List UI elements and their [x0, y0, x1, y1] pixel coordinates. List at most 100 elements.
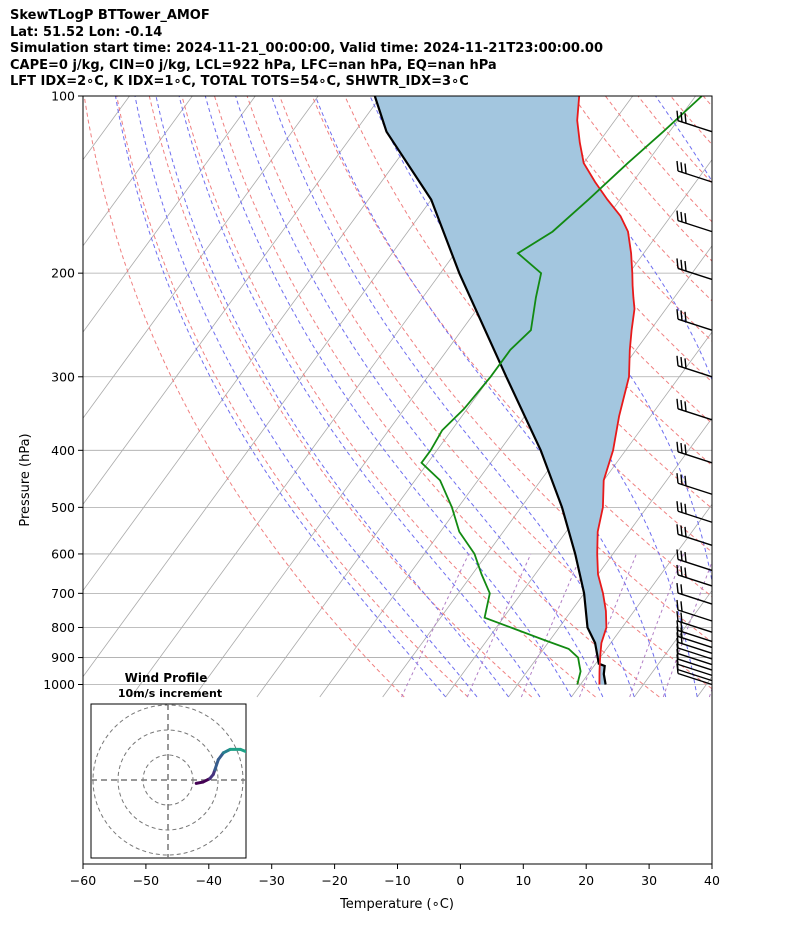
wind-barbs: [676, 110, 713, 686]
parcel-line: [373, 96, 607, 685]
isotherm: [445, 331, 712, 698]
wind-barb: [676, 210, 713, 233]
wind-barb: [676, 110, 713, 133]
wind-barb: [676, 524, 713, 546]
hodograph: Wind Profile 10m/s increment: [90, 671, 261, 859]
hodograph-segment: [249, 753, 254, 756]
wind-barb: [676, 564, 713, 587]
y-tick-label: 1000: [43, 677, 75, 692]
hodograph-subtitle: 10m/s increment: [118, 687, 222, 700]
mixing-ratio-line: [520, 553, 583, 698]
moist-adiabat: [655, 96, 712, 183]
x-tick-label: −10: [384, 873, 410, 888]
mixing-ratio-line: [629, 553, 684, 698]
isotherm: [0, 96, 67, 697]
moist-adiabat: [271, 96, 635, 698]
x-tick-label: −60: [70, 873, 96, 888]
y-tick-label: 300: [51, 369, 75, 384]
dry-adiabat: [83, 96, 405, 698]
wind-barb: [676, 258, 713, 281]
location-line: Lat: 51.52 Lon: -0.14: [10, 24, 163, 40]
y-tick-label: 700: [51, 586, 75, 601]
wind-barb: [676, 309, 713, 331]
y-tick-label: 900: [51, 650, 75, 665]
x-tick-label: 40: [704, 873, 720, 888]
wind-barb: [676, 599, 713, 622]
isotherm: [508, 417, 712, 698]
wind-barb: [676, 501, 713, 523]
mixing-ratio-line: [401, 553, 470, 698]
axes: −60 −50 −40 −30 −20 −10 0 10 20 30 40 1000 900 800 700…: [43, 89, 720, 889]
isotherm: [256, 96, 696, 698]
dry-adiabat: [768, 96, 794, 697]
dry-adiabat: [507, 96, 712, 342]
x-tick-label: 20: [578, 873, 594, 888]
dry-adiabat: [214, 96, 660, 698]
y-tick-label: 200: [51, 266, 75, 281]
isotherm: [83, 96, 256, 333]
x-tick-label: −40: [196, 873, 222, 888]
moist-adiabat: [369, 96, 698, 698]
moist-adiabat: [314, 96, 667, 698]
x-tick-label: 10: [515, 873, 531, 888]
x-tick-label: −30: [259, 873, 285, 888]
isotherm: [0, 96, 4, 697]
temperature-line: [576, 96, 636, 685]
wind-barb: [676, 473, 713, 495]
indices-line: LFT IDX=2∘C, K IDX=1∘C, TOTAL TOTS=54∘C,…: [10, 74, 469, 89]
background-lines: [0, 96, 794, 698]
hodograph-segment: [259, 763, 261, 770]
dry-adiabat: [474, 96, 712, 383]
dry-adiabat: [702, 96, 712, 107]
wind-barb: [676, 611, 713, 633]
x-tick-label: −50: [133, 873, 159, 888]
wind-barb: [676, 441, 713, 464]
moist-adiabat: [235, 96, 604, 698]
dewpoint-line: [420, 96, 703, 685]
chart-title: SkewTLogP BTTower_AMOF: [10, 8, 210, 23]
isotherm: [83, 96, 382, 506]
wind-barb: [676, 549, 713, 572]
y-tick-label: 400: [51, 443, 75, 458]
dry-adiabat: [736, 96, 794, 697]
wind-barb: [676, 620, 713, 643]
y-tick-label: 100: [51, 89, 75, 104]
cape-area: [374, 96, 635, 685]
isotherm: [83, 96, 445, 592]
dry-adiabat: [116, 96, 469, 698]
wind-barb: [676, 160, 713, 183]
stability-line: CAPE=0 j/kg, CIN=0 j/kg, LCL=922 hPa, LF…: [10, 57, 497, 73]
hodograph-segment: [238, 747, 246, 754]
mixing-ratio-line: [751, 554, 794, 697]
moist-adiabat: [178, 96, 541, 698]
y-tick-label: 600: [51, 546, 75, 561]
time-line: Simulation start time: 2024-11-21_00:00:…: [10, 41, 603, 56]
y-axis-label: Pressure (hPa): [18, 433, 33, 526]
profile-lines: [373, 96, 703, 685]
isotherm: [83, 96, 319, 419]
isotherm: [83, 96, 193, 247]
moist-adiabat: [204, 96, 572, 698]
wind-barb: [676, 582, 713, 605]
hodograph-title: Wind Profile: [125, 671, 208, 685]
hodograph-segment: [257, 760, 259, 763]
isotherm: [83, 96, 130, 161]
y-tick-label: 800: [51, 620, 75, 635]
mixing-ratio-line: [466, 553, 532, 698]
hodograph-segment: [213, 758, 220, 772]
moist-adiabat: [134, 96, 478, 698]
moist-adiabat: [155, 96, 509, 698]
hodograph-segment: [259, 770, 261, 773]
y-tick-label: 500: [51, 500, 75, 515]
wind-barb: [676, 398, 713, 421]
mixing-ratio-line: [708, 687, 712, 698]
dry-adiabat: [311, 96, 712, 598]
moist-adiabat: [115, 96, 446, 698]
x-tick-label: 30: [641, 873, 657, 888]
chart-header: SkewTLogP BTTower_AMOF Lat: 51.52 Lon: -…: [10, 8, 780, 91]
x-tick-label: 0: [456, 873, 464, 888]
cape-shading: [374, 96, 635, 685]
x-axis-label: Temperature (∘C): [339, 897, 454, 912]
dry-adiabat: [670, 96, 712, 146]
